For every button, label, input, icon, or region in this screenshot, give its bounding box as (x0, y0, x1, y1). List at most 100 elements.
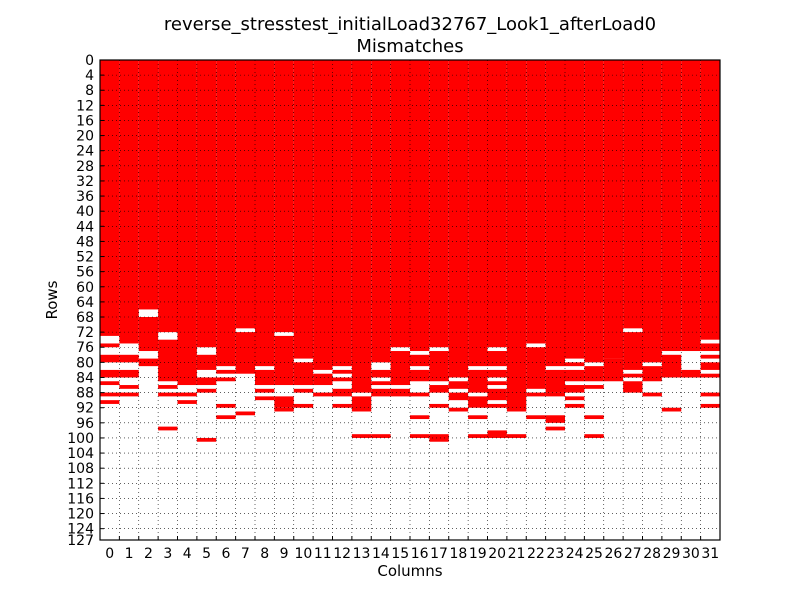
mismatch-cell-col18-3 (448, 407, 469, 412)
mismatch-cell-col30-1 (681, 369, 701, 378)
mismatch-cell-col9-2 (274, 396, 294, 408)
mismatch-cell-col31-1 (700, 343, 720, 352)
mismatch-cell-col10-0 (293, 60, 314, 359)
mismatch-cell-col24-3 (565, 385, 585, 393)
mismatch-cell-col3-1 (158, 339, 178, 382)
y-tick-label-30: 120 (67, 507, 94, 523)
x-tick-label-25: 25 (585, 546, 603, 562)
mismatch-cell-col29-0 (661, 60, 682, 352)
mismatch-cell-col3-0 (158, 60, 178, 333)
mismatch-cell-col3-3 (158, 392, 178, 397)
mismatch-cell-col11-0 (313, 60, 333, 370)
mismatch-cell-col31-0 (700, 60, 720, 340)
mismatch-cell-col0-1 (100, 343, 120, 348)
mismatch-cell-col11-2 (313, 392, 333, 397)
mismatch-cell-col4-2 (177, 400, 197, 404)
mismatch-cell-col20-2 (487, 369, 507, 378)
x-tick-label-3: 3 (163, 546, 172, 562)
mismatch-cell-col1-2 (119, 369, 139, 378)
mismatch-cell-col16-1 (410, 354, 430, 367)
mismatch-cell-col1-3 (119, 385, 139, 389)
x-tick-label-11: 11 (314, 546, 332, 562)
mismatch-cell-col16-5 (410, 434, 430, 438)
mismatch-cell-col4-0 (177, 60, 197, 386)
x-tick-label-8: 8 (260, 546, 269, 562)
mismatch-cell-col23-3 (545, 415, 565, 423)
x-tick-label-20: 20 (488, 546, 506, 562)
mismatch-cell-col27-0 (623, 60, 643, 329)
x-tick-label-23: 23 (546, 546, 564, 562)
y-tick-label-11: 44 (76, 219, 94, 235)
mismatch-cell-col17-2 (429, 385, 449, 393)
mismatch-cell-col1-0 (119, 60, 139, 344)
mismatch-cell-col31-3 (700, 362, 720, 370)
mismatch-cell-col6-3 (216, 403, 236, 408)
y-tick-label-10: 40 (76, 204, 94, 220)
mismatch-cell-col19-0 (468, 60, 488, 367)
mismatch-cell-col4-1 (177, 392, 197, 397)
y-tick-label-16: 64 (76, 295, 94, 311)
mismatch-cell-col23-2 (545, 392, 565, 397)
mismatch-cell-col2-1 (138, 317, 159, 352)
mismatch-cell-col18-2 (448, 392, 469, 401)
mismatch-cell-col13-1 (351, 396, 372, 412)
y-tick-label-15: 60 (76, 280, 94, 296)
mismatch-cell-col22-3 (526, 415, 546, 420)
mismatch-cell-col9-3 (274, 407, 294, 412)
y-tick-label-1: 4 (85, 68, 94, 84)
x-axis-label: Columns (377, 562, 442, 580)
mismatch-cell-col8-3 (255, 396, 275, 401)
y-tick-label-12: 48 (76, 234, 94, 250)
mismatch-cell-col19-4 (468, 434, 488, 438)
heatmap-cells (100, 60, 720, 442)
mismatch-cell-col0-0 (100, 60, 120, 336)
x-tick-label-29: 29 (663, 546, 681, 562)
mismatch-cell-col1-1 (119, 354, 139, 363)
y-tick-label-9: 36 (76, 189, 94, 205)
mismatch-cell-col20-5 (487, 403, 507, 408)
x-tick-label-31: 31 (701, 546, 719, 562)
mismatch-cell-col22-1 (526, 347, 546, 389)
y-tick-label-24: 96 (76, 416, 94, 432)
mismatch-cell-col24-0 (565, 60, 585, 359)
mismatch-cell-col12-0 (332, 60, 352, 367)
mismatch-cell-col17-1 (429, 351, 449, 382)
chart-subtitle: Mismatches (356, 36, 463, 57)
mismatch-cell-col2-0 (138, 60, 159, 310)
mismatch-cell-col12-1 (332, 369, 352, 374)
mismatch-cell-col16-2 (410, 369, 430, 382)
mismatch-cell-col19-2 (468, 396, 488, 408)
mismatch-cell-col21-0 (506, 60, 527, 412)
mismatch-cell-col0-4 (100, 381, 120, 386)
mismatch-cell-col0-3 (100, 369, 120, 378)
mismatch-cell-col18-0 (448, 60, 469, 378)
mismatch-cell-col6-2 (216, 377, 236, 382)
y-tick-label-18: 72 (76, 325, 94, 341)
mismatch-cell-col17-4 (429, 434, 449, 442)
y-tick-label-4: 16 (76, 113, 94, 129)
mismatch-cell-col3-2 (158, 385, 178, 389)
x-tick-label-15: 15 (391, 546, 409, 562)
mismatch-cell-col29-1 (661, 354, 682, 378)
mismatch-cell-col20-4 (487, 388, 507, 401)
mismatch-cell-col13-0 (351, 60, 372, 393)
mismatch-cell-col6-0 (216, 60, 236, 367)
x-tick-label-10: 10 (295, 546, 313, 562)
mismatch-cell-col27-2 (623, 373, 643, 378)
mismatch-cell-col5-4 (196, 437, 217, 442)
x-tick-label-0: 0 (105, 546, 114, 562)
mismatch-cell-col31-4 (700, 373, 720, 378)
mismatch-cell-col20-6 (487, 430, 507, 438)
mismatch-cell-col10-3 (293, 403, 314, 408)
mismatch-cell-col18-1 (448, 381, 469, 389)
mismatch-cell-col0-6 (100, 400, 120, 404)
mismatch-cell-col15-1 (390, 351, 410, 386)
y-tick-label-17: 68 (76, 310, 94, 326)
mismatch-cell-col23-4 (545, 426, 565, 431)
x-tick-label-21: 21 (508, 546, 526, 562)
y-tick-label-3: 12 (76, 98, 94, 114)
mismatch-cell-col12-2 (332, 377, 352, 382)
y-tick-label-5: 20 (76, 129, 94, 145)
mismatch-cell-col12-3 (332, 388, 352, 397)
chart-title: reverse_stresstest_initialLoad32767_Look… (164, 14, 656, 35)
